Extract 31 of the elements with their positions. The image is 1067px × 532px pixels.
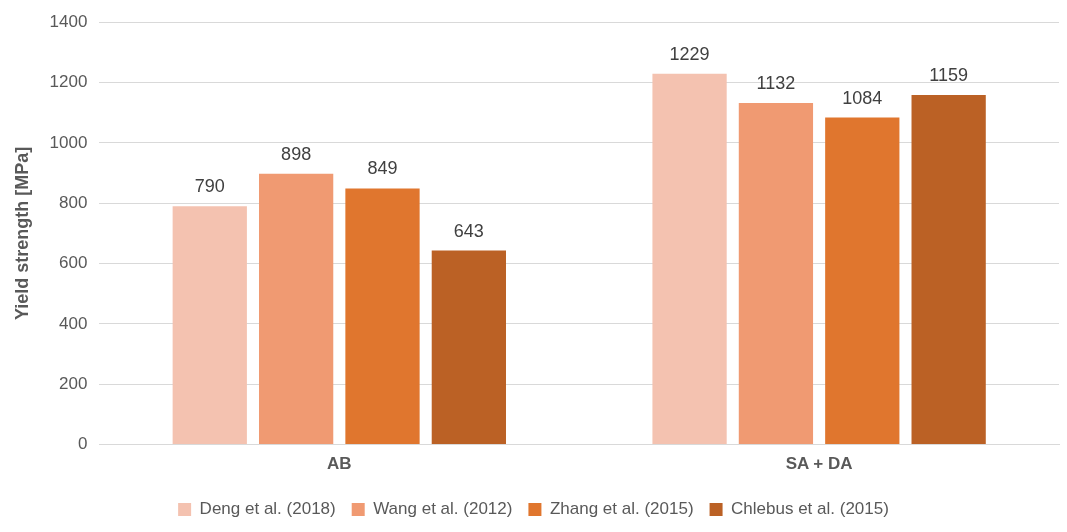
legend-label: Zhang et al. (2015): [549, 499, 694, 519]
bar: [825, 117, 900, 445]
y-tick-label: 1000: [49, 132, 88, 152]
y-axis-title: Yield strength [MPa]: [11, 146, 32, 321]
bar: [738, 103, 814, 445]
y-tick-label: 400: [59, 313, 88, 333]
bar: [652, 73, 727, 445]
data-label: 1132: [756, 73, 796, 94]
data-label: 1229: [669, 43, 710, 64]
legend-label: Deng et al. (2018): [199, 499, 336, 519]
data-label: 643: [453, 220, 484, 241]
bar: [259, 173, 334, 445]
data-label: 790: [194, 176, 225, 197]
y-tick-label: 200: [59, 373, 88, 393]
y-tick-label: 600: [59, 253, 88, 273]
y-tick-label: 800: [59, 192, 88, 212]
y-tick-label: 1400: [49, 11, 88, 31]
bar: [431, 250, 506, 445]
bar: [172, 206, 247, 445]
legend-label: Chlebus et al. (2015): [731, 499, 889, 519]
legend-label: Wang et al. (2012): [373, 499, 513, 519]
data-label: 1159: [929, 64, 969, 85]
bar: [345, 188, 420, 445]
data-label: 1084: [842, 87, 883, 108]
bar: [911, 94, 986, 445]
x-tick-label: AB: [327, 454, 352, 474]
data-label: 849: [367, 158, 398, 179]
y-tick-label: 0: [77, 434, 88, 454]
y-tick-label: 1200: [49, 72, 88, 92]
data-label: 898: [281, 143, 312, 164]
x-tick-label: SA + DA: [785, 454, 853, 474]
